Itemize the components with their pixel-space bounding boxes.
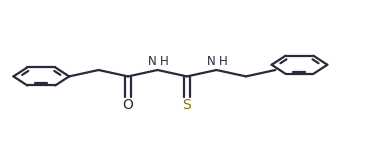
Text: H: H (159, 55, 168, 68)
Text: N: N (147, 55, 156, 68)
Text: H: H (218, 55, 227, 68)
Text: N: N (206, 55, 215, 68)
Text: O: O (123, 98, 133, 112)
Text: S: S (183, 98, 191, 112)
